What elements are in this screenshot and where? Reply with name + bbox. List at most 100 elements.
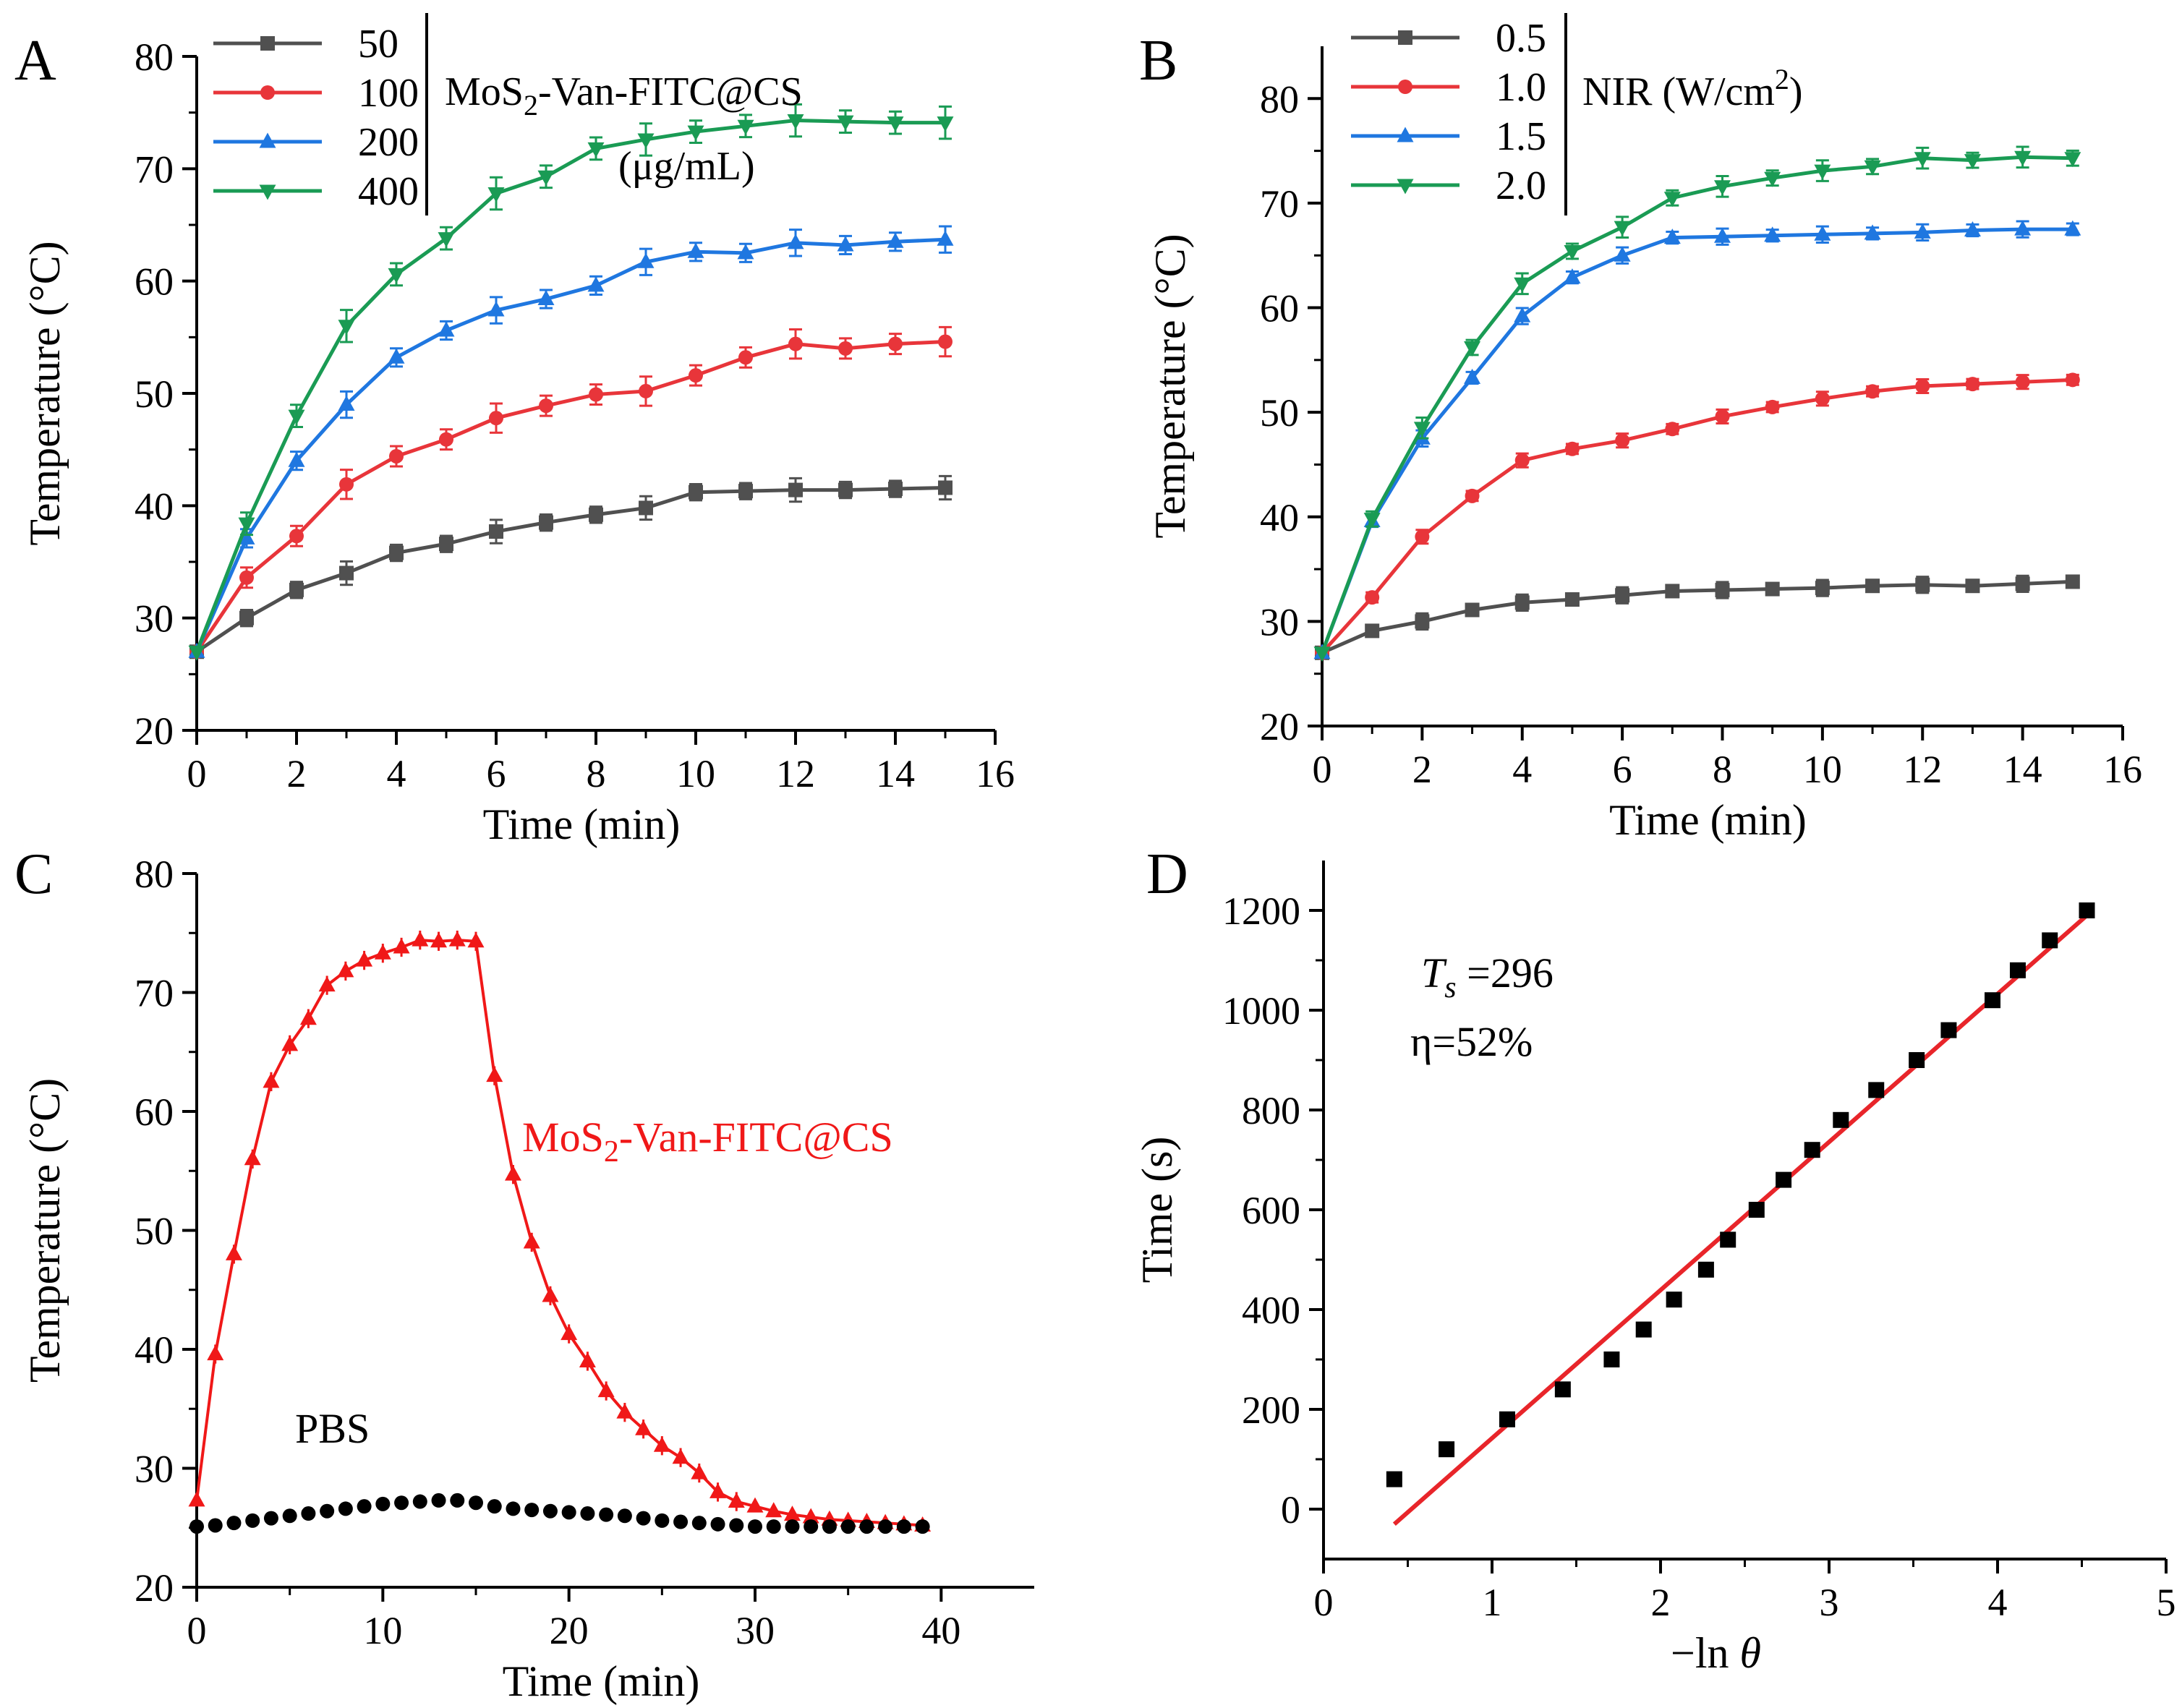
y-tick-label: 1000 (1222, 989, 1300, 1033)
data-point (580, 1506, 595, 1521)
data-point (2009, 962, 2026, 978)
data-point (301, 1506, 316, 1521)
data-point (691, 1516, 707, 1531)
data-point (389, 545, 404, 560)
y-tick-label: 20 (135, 1566, 174, 1610)
data-point (189, 1519, 204, 1534)
data-point (1714, 180, 1731, 196)
data-point (486, 1067, 503, 1083)
y-axis-title: Temperature (°C) (21, 241, 69, 545)
legend-item-1-5: 1.5 (1351, 114, 1546, 159)
data-point (1386, 1471, 1402, 1487)
x-tick-label: 16 (2103, 748, 2142, 791)
x-tick-label: 0 (187, 1609, 207, 1652)
data-point (1697, 1261, 1714, 1278)
data-point (1965, 377, 1980, 392)
data-point (1776, 1171, 1792, 1188)
data-point (537, 290, 555, 306)
data-point (1415, 529, 1430, 545)
data-point (318, 976, 336, 992)
data-point (1514, 595, 1530, 610)
data-point (1814, 164, 1831, 180)
data-point (888, 482, 903, 497)
x-tick-label: 12 (1903, 748, 1942, 791)
series-line (195, 485, 946, 654)
data-point (802, 1508, 819, 1524)
panel-letter-c: C (14, 842, 53, 906)
legend-marker (1397, 127, 1414, 142)
data-point (412, 931, 429, 947)
data-point (822, 1519, 837, 1534)
data-point (542, 1503, 558, 1519)
x-tick-label: 20 (550, 1609, 589, 1652)
data-point (937, 116, 954, 132)
x-tick-label: 2 (1651, 1581, 1671, 1624)
data-point (672, 1448, 689, 1464)
data-point (2065, 574, 2080, 589)
data-point (1663, 229, 1681, 244)
data-point (1833, 1111, 1849, 1128)
data-point (1665, 422, 1680, 437)
data-point (1964, 154, 1981, 170)
data-point (738, 350, 753, 365)
data-point (487, 301, 505, 317)
data-point (838, 341, 853, 356)
data-point (635, 1419, 652, 1435)
series-0-5 (1315, 574, 2080, 660)
data-point (1864, 160, 1881, 176)
legend-a-unit: (μg/mL) (618, 144, 755, 189)
legend-marker (260, 36, 275, 51)
x-tick-label: 14 (876, 752, 915, 795)
data-point (338, 320, 355, 336)
data-point (1815, 391, 1830, 406)
data-point (938, 334, 953, 349)
panel-d: D 0 1 2 3 4 5 0 200 400 600 800 1000 1200 −ln θ Time (… (1133, 842, 2176, 1677)
y-tick-label: 60 (1260, 287, 1299, 330)
data-point (489, 524, 503, 539)
data-point (938, 480, 953, 495)
data-point (785, 1519, 800, 1534)
data-point (1514, 453, 1530, 468)
x-tick-label: 1 (1483, 1581, 1502, 1624)
data-point (238, 529, 255, 545)
x-tick-label: 4 (1988, 1581, 2008, 1624)
data-point (1965, 578, 1980, 594)
series-200 (188, 225, 954, 658)
panel-letter-d: D (1146, 842, 1188, 906)
legend-item-100: 100 (213, 71, 419, 116)
x-tick-label: 0 (1313, 748, 1332, 791)
x-axis-title-theta: θ (1740, 1629, 1761, 1677)
legend-marker (260, 85, 275, 100)
data-point (1914, 223, 1931, 239)
data-point (487, 1499, 502, 1514)
data-point (1814, 225, 1831, 241)
x-tick-label: 30 (736, 1609, 775, 1652)
data-point (299, 1009, 317, 1025)
axes-a: 0 2 4 6 8 10 12 14 16 20 30 40 50 60 70 80 Time (min) Tem… (21, 35, 1015, 848)
x-tick-label: 12 (776, 752, 815, 795)
legend-label: 0.5 (1496, 16, 1546, 61)
data-point (2079, 902, 2095, 918)
y-axis-title: Time (s) (1133, 1137, 1181, 1284)
data-point (1464, 368, 1481, 384)
data-point (2015, 576, 2030, 592)
annotation-eta: η=52% (1410, 1018, 1533, 1065)
x-axis-title: Time (min) (503, 1657, 700, 1705)
data-point (687, 125, 704, 141)
y-axis-title: Temperature (°C) (1146, 234, 1194, 538)
x-axis-title: Time (min) (483, 800, 681, 848)
data-point (1603, 1352, 1620, 1367)
data-point (589, 387, 603, 402)
data-point (1663, 192, 1681, 208)
data-point (339, 477, 354, 492)
data-point (320, 1503, 335, 1519)
data-point (1465, 488, 1480, 503)
data-point (188, 645, 205, 661)
data-point (710, 1516, 725, 1532)
data-point (746, 1497, 764, 1513)
legend-label: 1.5 (1496, 114, 1546, 159)
data-point (689, 368, 703, 383)
data-point (2014, 220, 2032, 236)
